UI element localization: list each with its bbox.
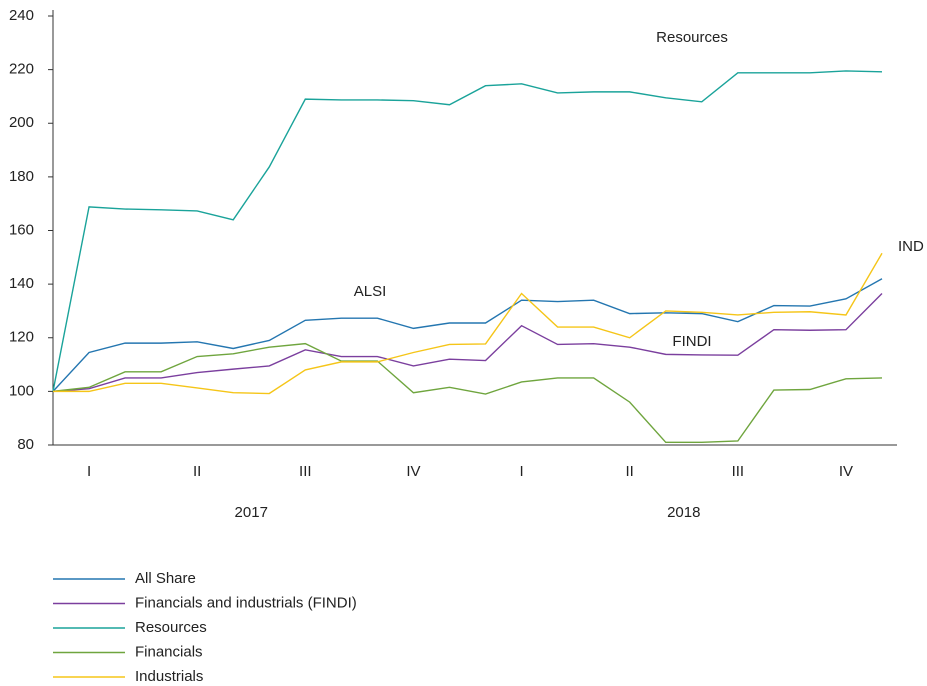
y-tick-label: 160 bbox=[9, 221, 34, 238]
x-tick-label: IV bbox=[839, 463, 853, 480]
y-tick-label: 140 bbox=[9, 275, 34, 292]
legend-label: Financials bbox=[135, 643, 203, 660]
annotation: IND bbox=[898, 238, 924, 255]
legend-label: All Share bbox=[135, 570, 196, 587]
legend-label: Industrials bbox=[135, 668, 203, 685]
x-tick-label: I bbox=[87, 463, 91, 480]
x-tick-label: II bbox=[193, 463, 201, 480]
x-tick-label: III bbox=[732, 463, 745, 480]
y-tick-label: 80 bbox=[17, 436, 34, 453]
series-line bbox=[52, 293, 883, 393]
annotation: Resources bbox=[656, 29, 728, 46]
x-tick-label: IV bbox=[406, 463, 420, 480]
series-line bbox=[52, 70, 883, 392]
x-group-label: 2017 bbox=[235, 504, 268, 521]
y-tick-label: 100 bbox=[9, 382, 34, 399]
y-tick-label: 180 bbox=[9, 168, 34, 185]
x-group-label: 2018 bbox=[667, 504, 700, 521]
series-line bbox=[53, 252, 883, 395]
series-line bbox=[52, 342, 883, 444]
y-tick-label: 220 bbox=[9, 61, 34, 78]
legend-label: Resources bbox=[135, 619, 207, 636]
x-tick-label: I bbox=[519, 463, 523, 480]
x-tick-label: III bbox=[299, 463, 312, 480]
annotation: ALSI bbox=[354, 283, 387, 300]
y-tick-label: 120 bbox=[9, 329, 34, 346]
y-tick-label: 240 bbox=[9, 7, 34, 24]
series-line bbox=[52, 278, 883, 392]
y-tick-label: 200 bbox=[9, 114, 34, 131]
legend-label: Financials and industrials (FINDI) bbox=[135, 594, 357, 611]
x-tick-label: II bbox=[626, 463, 634, 480]
annotation: FINDI bbox=[672, 333, 711, 350]
